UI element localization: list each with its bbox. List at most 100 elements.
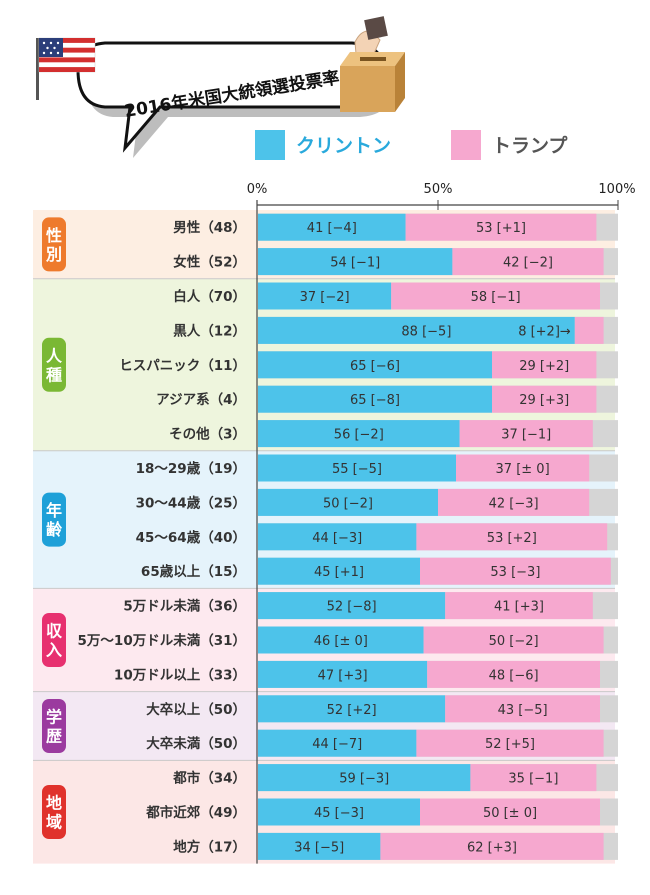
bar-label-clinton: 50 [−2] (323, 496, 373, 511)
row-label: 45～64歳（40） (136, 529, 246, 546)
group-badge (42, 613, 66, 667)
legend-swatch-trump (451, 130, 481, 160)
bar-trump (574, 316, 604, 344)
bar-clinton (258, 592, 446, 620)
bar-label-clinton: 44 [−7] (312, 737, 362, 752)
row-label: 都市（34） (172, 770, 246, 787)
bar-label-trump: 43 [−5] (498, 703, 548, 718)
group-label-char: 収 (46, 622, 63, 641)
bar-label-clinton: 46 [± 0] (314, 634, 368, 649)
bar-trump (470, 764, 597, 792)
bar-clinton (258, 798, 420, 826)
legend-label-clinton: クリントン (296, 135, 391, 157)
row-label: 地方（17） (173, 838, 246, 855)
bar-clinton (258, 282, 392, 310)
bar-trump (427, 660, 600, 688)
bar-clinton (258, 660, 428, 688)
bar-trump (380, 832, 604, 860)
row-label: ヒスパニック（11） (119, 358, 246, 374)
row-label: 黒人（12） (173, 323, 246, 339)
bar-label-trump: 35 [−1] (508, 772, 558, 787)
row-label: 30～44歳（25） (136, 494, 246, 511)
group-label-char: 齢 (46, 520, 63, 539)
legend-label-trump: トランプ (492, 134, 568, 157)
ballot-box-icon (340, 16, 405, 112)
bar-label-trump: 53 [+1] (476, 221, 526, 236)
bar-clinton (258, 764, 471, 792)
bar-trump (492, 351, 597, 379)
bar-trump (420, 798, 600, 826)
bar-trump (452, 248, 604, 276)
legend-swatch-clinton (255, 130, 285, 160)
bar-label-trump: 58 [−1] (471, 290, 521, 305)
group-badge (42, 492, 66, 547)
bar-trump (416, 523, 608, 551)
bar-trump (438, 488, 590, 516)
bar-label-trump: 29 [+2] (519, 359, 569, 374)
row-label: 大卒以上（50） (146, 701, 246, 718)
bar-label-clinton: 54 [−1] (330, 256, 380, 271)
group-label-char: 域 (46, 813, 62, 832)
bar-label-clinton: 59 [−3] (339, 772, 389, 787)
bar-clinton (258, 729, 417, 757)
x-tick-label: 100% (598, 182, 635, 197)
bar-label-clinton: 55 [−5] (332, 462, 382, 477)
row-label: 18～29歳（19） (136, 460, 246, 477)
bar-clinton (258, 488, 438, 516)
bar-label-clinton: 34 [−5] (294, 840, 344, 855)
bar-trump (456, 454, 590, 482)
row-label: 女性（52） (173, 254, 246, 271)
row-label: 65歳以上（15） (141, 563, 246, 580)
bar-label-trump: 37 [± 0] (496, 462, 550, 477)
bar-label-clinton: 41 [−4] (307, 221, 357, 236)
bar-trump (416, 729, 604, 757)
bar-label-clinton: 56 [−2] (334, 428, 384, 443)
group-label-char: 学 (46, 708, 62, 727)
bar-clinton (258, 385, 492, 413)
bar-clinton (258, 213, 406, 241)
plot-area: 性別 男性（48） 41 [−4] 53 [+1] 女性（52） 54 [−1] 42 [−… (33, 200, 619, 864)
row-label: 5万～10万ドル未満（31） (78, 632, 246, 649)
legend: クリントン トランプ (255, 130, 568, 160)
x-tick-label: 50% (424, 182, 453, 197)
row-label: 都市近郊（49） (145, 804, 246, 821)
bar-trump (492, 385, 597, 413)
group-badge (42, 217, 66, 272)
bar-label-trump: 8 [+2]→ (518, 324, 571, 339)
bar-clinton (258, 523, 417, 551)
row-label: アジア系（4） (156, 391, 246, 408)
bar-clinton (258, 557, 420, 585)
group-label-char: 入 (46, 641, 62, 660)
bar-label-clinton: 37 [−2] (300, 290, 350, 305)
bar-label-trump: 29 [+3] (519, 393, 569, 408)
bar-trump (445, 695, 600, 723)
bar-label-clinton: 47 [+3] (318, 668, 368, 683)
group-label-char: 人 (46, 346, 63, 365)
group-label-char: 年 (46, 501, 62, 520)
group-label-char: 種 (46, 365, 62, 384)
bar-label-trump: 42 [−3] (489, 496, 539, 511)
bar-label-clinton: 52 [+2] (327, 703, 377, 718)
row-label: 大卒未満（50） (146, 735, 246, 752)
bar-label-clinton: 88 [−5] (401, 324, 451, 339)
bar-label-trump: 52 [+5] (485, 737, 535, 752)
bar-clinton (258, 248, 453, 276)
bar-clinton (258, 316, 575, 344)
bar-label-trump: 37 [−1] (501, 428, 551, 443)
x-tick-label: 0% (247, 182, 268, 197)
bar-clinton (258, 695, 446, 723)
group-badge (42, 699, 66, 753)
bar-label-trump: 50 [−2] (489, 634, 539, 649)
group-label-char: 性 (46, 226, 62, 245)
us-flag-icon (36, 37, 96, 100)
bar-label-trump: 62 [+3] (467, 840, 517, 855)
bar-label-trump: 41 [+3] (494, 600, 544, 615)
bar-trump (420, 557, 611, 585)
row-label: 白人（70） (173, 288, 246, 305)
bar-clinton (258, 832, 381, 860)
bar-trump (405, 213, 597, 241)
bar-label-trump: 50 [± 0] (483, 806, 537, 821)
row-label: 10万ドル以上（33） (114, 667, 246, 683)
group-label-char: 歴 (46, 727, 62, 746)
bar-label-clinton: 45 [+1] (314, 565, 364, 580)
